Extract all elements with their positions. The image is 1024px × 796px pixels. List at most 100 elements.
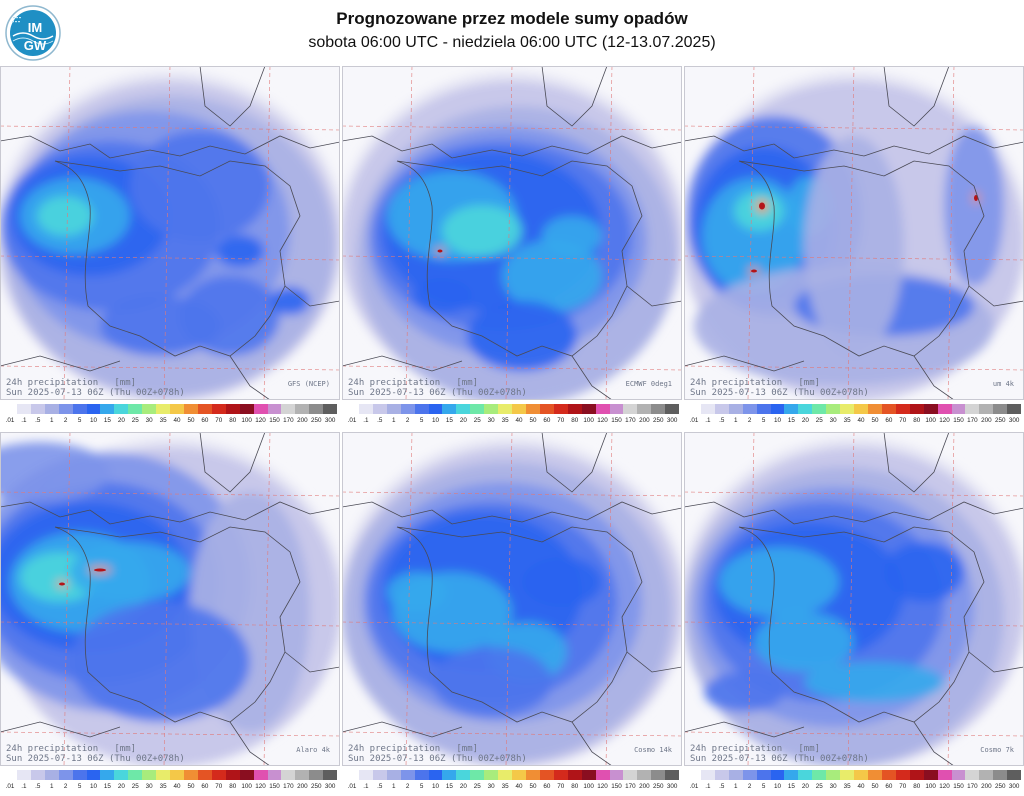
colorbar-tick-label: 120	[255, 783, 266, 790]
colorbar-tick-label: 250	[994, 783, 1006, 790]
colorbar-tick-label: 10	[431, 417, 439, 424]
map-label-valid-time: Sun 2025-07-13 06Z (Thu 00Z+078h)	[690, 754, 869, 764]
colorbar-tick-label: 30	[145, 783, 153, 790]
colorbar-segment	[58, 770, 73, 780]
colorbar-tick-label: 80	[229, 417, 237, 424]
colorbar-tick-label: 50	[871, 783, 879, 790]
colorbar-tick-label: 100	[241, 783, 252, 790]
map-label-variable: 24h precipitation [mm]	[6, 744, 137, 754]
colorbar-segment	[386, 770, 401, 780]
colorbar-segment	[309, 770, 324, 780]
colorbar-segment	[979, 404, 994, 414]
colorbar-segment	[937, 770, 952, 780]
colorbar-tick-label: 10	[431, 783, 439, 790]
colorbar-tick-label: 10	[773, 783, 781, 790]
colorbar-segment	[979, 770, 994, 780]
colorbar-segment	[687, 770, 701, 780]
colorbar-tick-label: 2	[747, 417, 752, 424]
colorbar-segment	[225, 770, 240, 780]
colorbar-segment	[854, 404, 868, 414]
colorbar-segment	[623, 404, 638, 414]
colorbar-tick-label: 1	[733, 783, 738, 790]
model-panel-cosmo-14k: 24h precipitation [mm] Cosmo 14k Sun 2025-…	[342, 432, 682, 796]
colorbar-segment	[553, 770, 568, 780]
colorbar-tick-label: 200	[297, 783, 308, 790]
colorbar-tick-label: 25	[473, 417, 481, 424]
colorbar-tick-label: 2	[63, 783, 68, 790]
precipitation-map	[684, 66, 1024, 400]
colorbar-segment	[183, 770, 198, 780]
colorbar-segment	[937, 404, 952, 414]
colorbar-tick-label: 120	[939, 783, 950, 790]
colorbar-segment	[742, 770, 757, 780]
colorbar-segment	[128, 404, 143, 414]
colorbar-segment	[756, 404, 771, 414]
colorbar-tick-label: 200	[639, 783, 650, 790]
colorbar	[687, 404, 1022, 414]
colorbar-tick-label: 40	[173, 783, 181, 790]
colorbar-segment	[428, 770, 443, 780]
colorbar-segment	[498, 770, 513, 780]
colorbar-segment	[770, 770, 785, 780]
colorbar-segment	[58, 404, 73, 414]
country-borders	[342, 66, 682, 400]
country-borders	[684, 432, 1024, 766]
colorbar-segment	[30, 770, 45, 780]
colorbar-segment	[358, 770, 373, 780]
colorbar-segment	[484, 770, 499, 780]
colorbar-segment	[770, 404, 785, 414]
colorbar-segment	[909, 404, 924, 414]
colorbar-tick-label: 250	[652, 783, 664, 790]
map-label: 24h precipitation [mm] um 4k Sun 2025-07-1…	[690, 378, 1020, 400]
colorbar	[3, 770, 338, 780]
map-label-valid-time: Sun 2025-07-13 06Z (Thu 00Z+078h)	[6, 388, 185, 398]
colorbar-tick-label: 35	[843, 417, 851, 424]
colorbar-tick-label: .1	[21, 417, 27, 424]
model-panel-alaro-4k: 24h precipitation [mm] Alaro 4k Sun 2025-0…	[0, 432, 340, 796]
map-label-variable: 24h precipitation [mm]	[348, 378, 479, 388]
precipitation-map	[342, 432, 682, 766]
colorbar-segment	[470, 404, 485, 414]
colorbar-tick-label: 30	[145, 417, 153, 424]
colorbar	[345, 770, 680, 780]
colorbar-tick-label: .5	[35, 417, 41, 424]
colorbar-ticks: .01.1.5 1 2 5 10 15 20 25 30 35 40 50 60 70 80 100 120 15…	[687, 783, 1021, 793]
colorbar-segment	[784, 770, 799, 780]
colorbar-tick-label: 15	[445, 417, 453, 424]
colorbar-segment	[728, 770, 743, 780]
colorbar-tick-label: .01	[5, 417, 15, 424]
colorbar-tick-label: 60	[201, 783, 209, 790]
colorbar-tick-label: 5	[77, 783, 82, 790]
colorbar-tick-label: 170	[967, 417, 978, 424]
colorbar-segment	[3, 404, 17, 414]
colorbar	[345, 404, 680, 414]
map-label-model: Alaro 4k	[296, 746, 330, 754]
map-label-valid-time: Sun 2025-07-13 06Z (Thu 00Z+078h)	[6, 754, 185, 764]
map-label: 24h precipitation [mm] Alaro 4k Sun 2025-0…	[6, 744, 336, 766]
colorbar-segment	[581, 404, 596, 414]
colorbar-segment	[881, 770, 896, 780]
colorbar-ticks: .01.1.5 1 2 5 10 15 20 25 30 35 40 50 60 70 80 100 120 15…	[345, 783, 679, 793]
lat-lon-grid	[0, 432, 340, 766]
colorbar-segment	[512, 404, 526, 414]
map-label-valid-time: Sun 2025-07-13 06Z (Thu 00Z+078h)	[348, 754, 527, 764]
colorbar-segment	[309, 404, 324, 414]
model-panel-cosmo-7k: 24h precipitation [mm] Cosmo 7k Sun 2025-0…	[684, 432, 1024, 796]
colorbar-tick-label: 50	[529, 417, 537, 424]
precip-core	[974, 195, 978, 201]
colorbar-segment	[211, 404, 226, 414]
colorbar-segment	[700, 770, 715, 780]
colorbar-segment	[798, 770, 813, 780]
country-borders	[0, 66, 340, 400]
lat-lon-grid	[0, 66, 340, 400]
country-borders	[684, 66, 1024, 400]
colorbar-segment	[665, 770, 680, 780]
colorbar-tick-label: 250	[652, 417, 664, 424]
colorbar-tick-label: 20	[801, 417, 809, 424]
colorbar-tick-label: 70	[215, 783, 223, 790]
colorbar-tick-label: 25	[815, 783, 823, 790]
colorbar-segment	[295, 770, 310, 780]
colorbar-segment	[225, 404, 240, 414]
colorbar-tick-label: 25	[131, 783, 139, 790]
colorbar-tick-label: 20	[459, 417, 467, 424]
